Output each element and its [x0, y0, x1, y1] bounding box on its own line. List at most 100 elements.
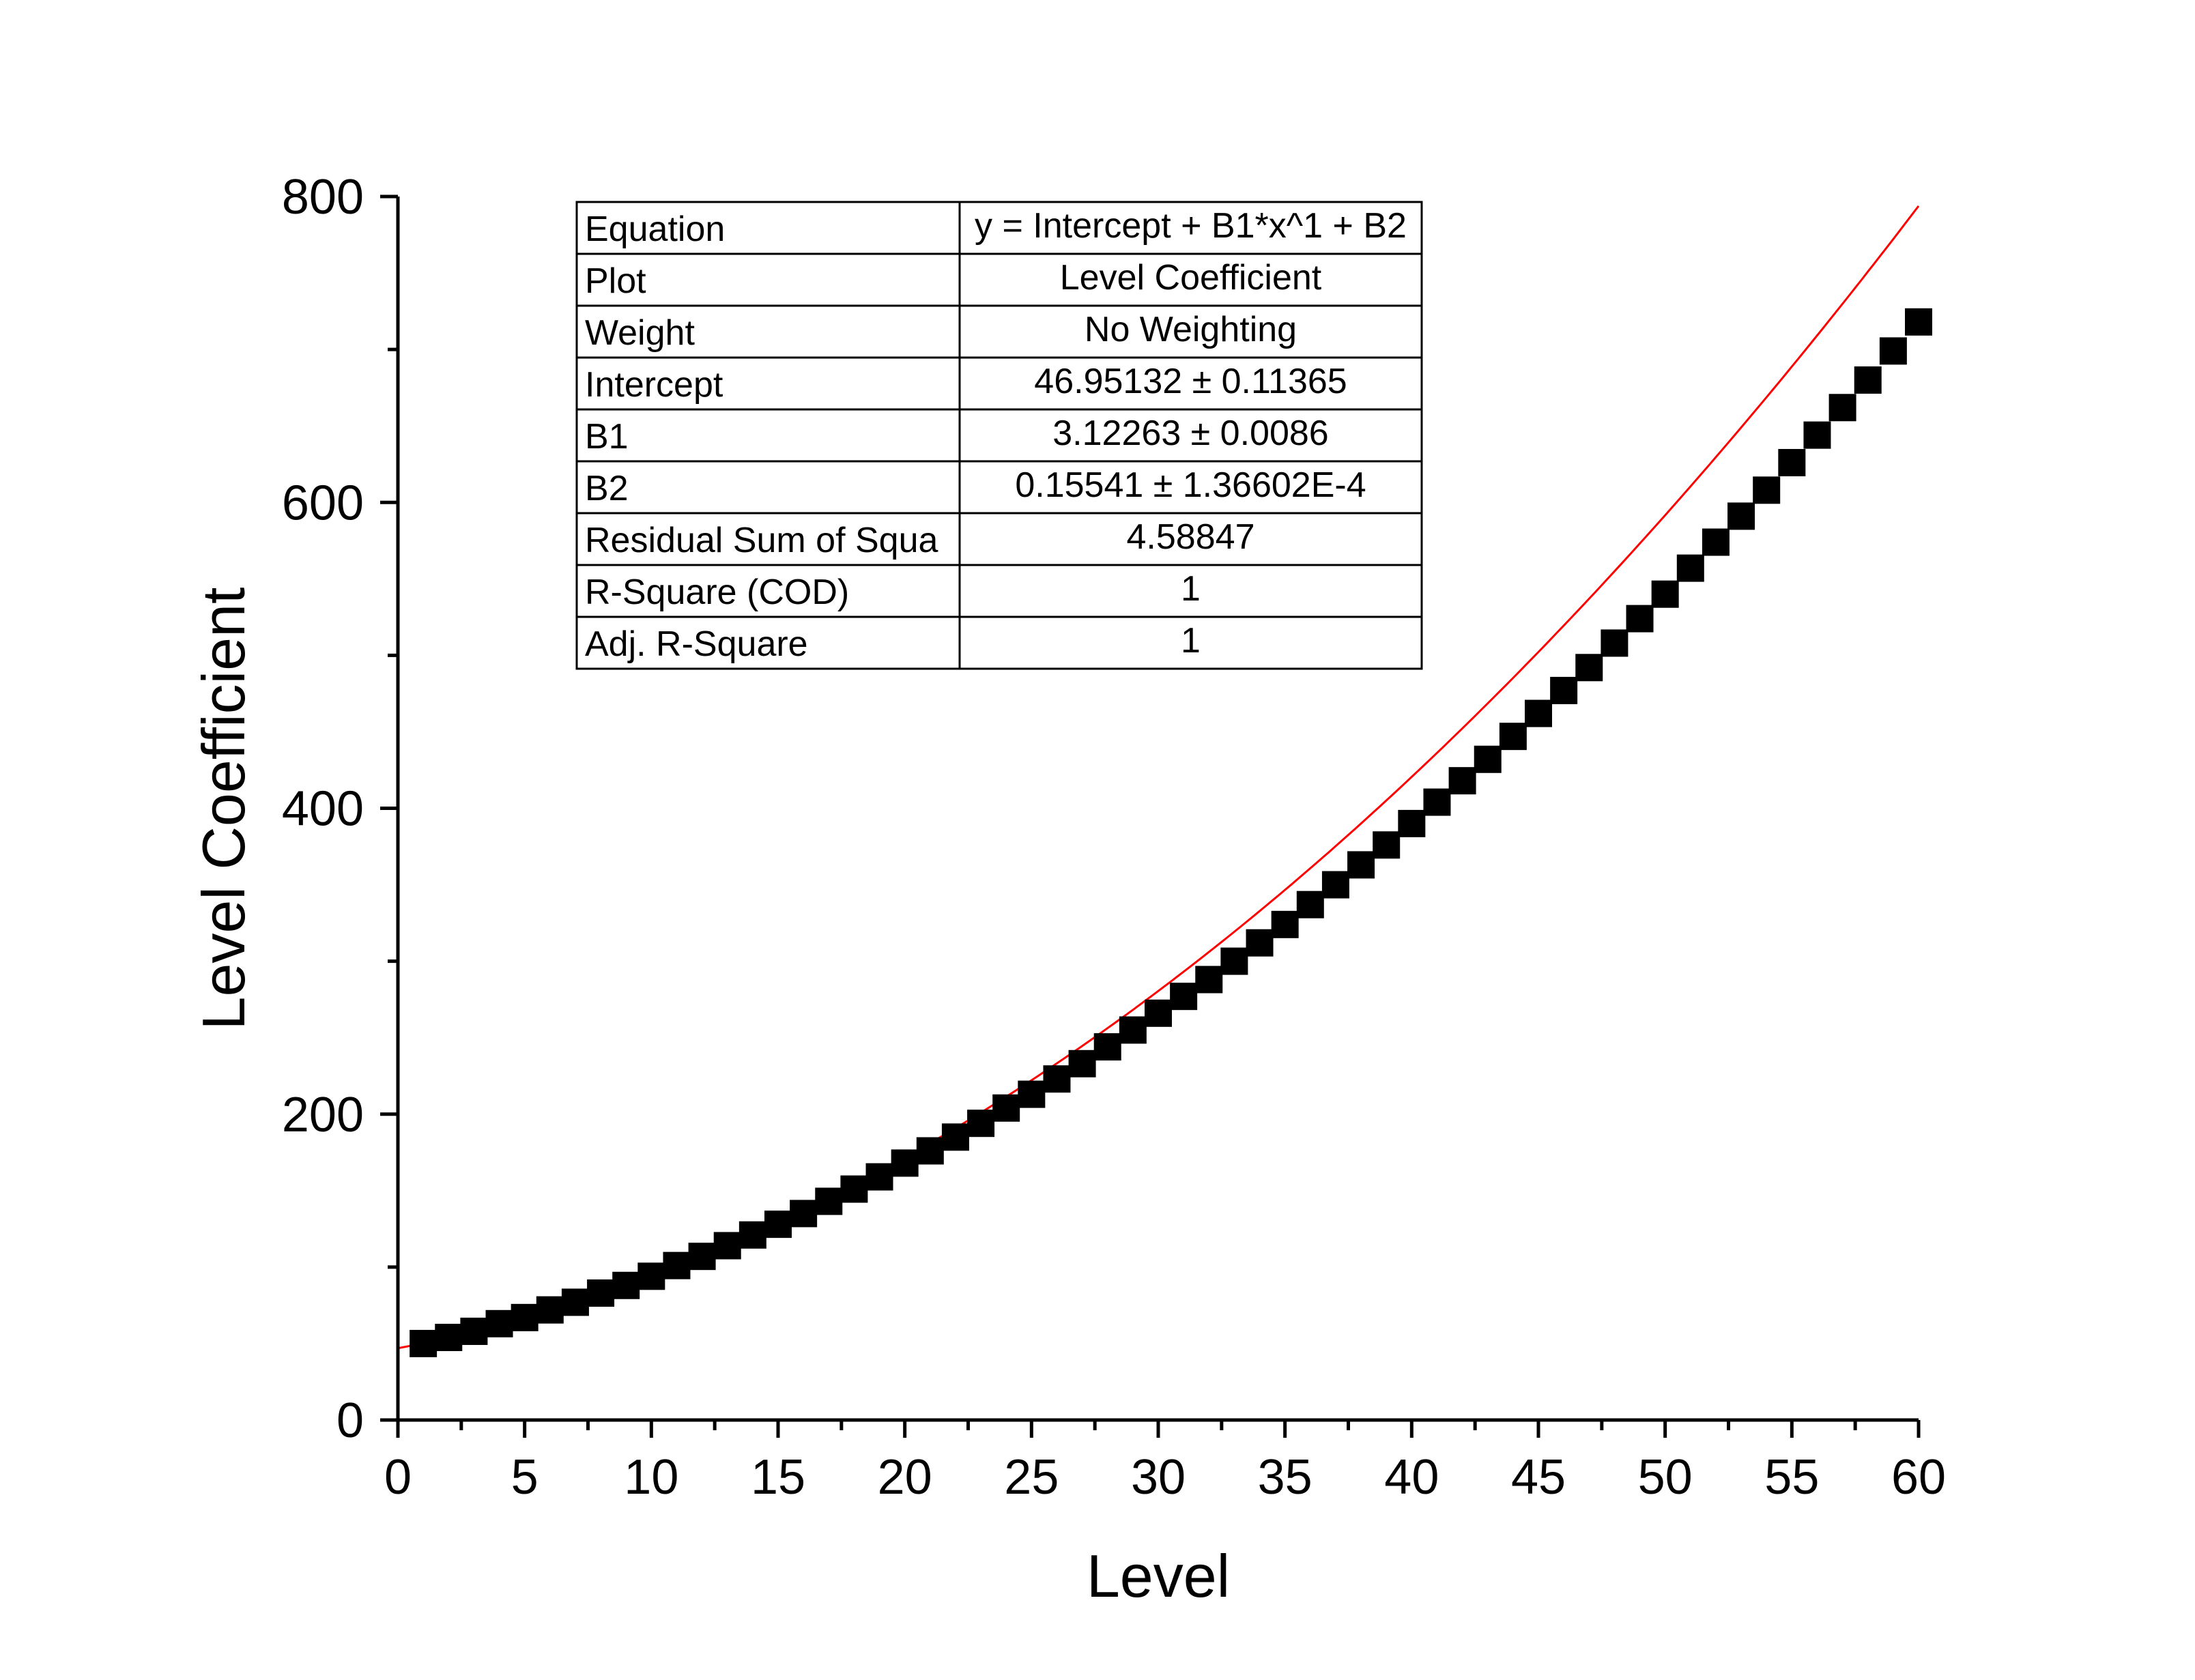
- x-tick-label: 20: [878, 1450, 932, 1505]
- data-point: [1474, 745, 1502, 773]
- data-point: [992, 1094, 1020, 1122]
- table-label-cell: Weight: [585, 313, 695, 353]
- data-point: [916, 1137, 944, 1165]
- data-point: [561, 1288, 589, 1316]
- data-point: [511, 1303, 539, 1331]
- table-value-cell: Level Coefficient: [1060, 258, 1322, 298]
- data-point: [815, 1187, 843, 1215]
- data-point: [1702, 528, 1730, 556]
- data-point: [790, 1200, 818, 1228]
- data-point: [1170, 983, 1198, 1011]
- table-value-cell: No Weighting: [1085, 310, 1297, 349]
- data-point: [1727, 502, 1755, 530]
- x-tick-label: 35: [1258, 1450, 1312, 1505]
- data-point: [1018, 1080, 1046, 1108]
- data-point: [1778, 448, 1806, 476]
- data-points-layer: [410, 308, 1932, 1357]
- data-point: [1575, 654, 1603, 682]
- y-tick-label: 600: [282, 476, 364, 530]
- data-point: [891, 1149, 919, 1177]
- x-tick-label: 25: [1004, 1450, 1059, 1505]
- data-point: [485, 1309, 513, 1337]
- data-point: [1905, 308, 1932, 336]
- data-point: [941, 1123, 969, 1151]
- data-point: [1373, 831, 1401, 859]
- data-point: [764, 1211, 792, 1239]
- data-point: [1854, 366, 1882, 394]
- data-point: [1119, 1016, 1147, 1044]
- data-point: [1296, 890, 1324, 918]
- data-point: [1499, 723, 1527, 751]
- data-point: [1626, 605, 1654, 633]
- y-tick-label: 200: [282, 1088, 364, 1142]
- x-tick-label: 50: [1638, 1450, 1693, 1505]
- data-point: [460, 1318, 488, 1346]
- y-tick-label: 0: [336, 1393, 364, 1448]
- data-point: [637, 1262, 665, 1290]
- data-point: [536, 1296, 564, 1324]
- y-tick-label: 400: [282, 782, 364, 837]
- table-value-cell: y = Intercept + B1*x^1 + B2: [975, 206, 1407, 246]
- x-tick-label: 40: [1384, 1450, 1439, 1505]
- data-point: [1398, 809, 1426, 837]
- data-point: [1043, 1065, 1071, 1093]
- x-tick-label: 5: [511, 1450, 539, 1505]
- table-label-cell: Intercept: [585, 365, 723, 405]
- data-point: [840, 1175, 868, 1203]
- data-point: [1550, 676, 1578, 704]
- y-tick-label: 800: [282, 170, 364, 225]
- data-point: [1879, 337, 1907, 365]
- data-point: [1321, 871, 1349, 899]
- table-label-cell: Adj. R-Square: [585, 624, 808, 664]
- data-point: [587, 1279, 615, 1307]
- x-tick-label: 55: [1764, 1450, 1819, 1505]
- data-point: [1145, 999, 1172, 1027]
- data-point: [1828, 394, 1856, 422]
- x-tick-label: 10: [624, 1450, 678, 1505]
- data-point: [1448, 767, 1476, 795]
- data-point: [1753, 476, 1781, 504]
- data-point: [435, 1323, 463, 1351]
- x-axis-title: Level: [1087, 1542, 1230, 1610]
- data-point: [865, 1163, 893, 1191]
- data-point: [713, 1232, 741, 1260]
- data-point: [967, 1110, 995, 1138]
- y-ticks: 0 200 400 600 800: [282, 170, 398, 1448]
- table-label-cell: B1: [585, 417, 629, 457]
- x-tick-label: 15: [751, 1450, 805, 1505]
- x-ticks: 0 5 10 15 20 25 30 35 40 45 50 55 60: [384, 1420, 1946, 1505]
- data-point: [1271, 910, 1299, 938]
- data-point: [1525, 699, 1552, 727]
- table-value-cell: 46.95132 ± 0.11365: [1034, 362, 1347, 401]
- table-value-cell: 3.12263 ± 0.0086: [1052, 414, 1328, 453]
- data-point: [738, 1221, 766, 1249]
- data-point: [1601, 629, 1629, 657]
- fit-results-table: Equation y = Intercept + B1*x^1 + B2 Plot L…: [575, 201, 1423, 670]
- data-point: [688, 1243, 716, 1271]
- table-label-cell: R-Square (COD): [585, 573, 849, 612]
- x-tick-label: 30: [1131, 1450, 1186, 1505]
- table-value-cell: 0.15541 ± 1.36602E-4: [1015, 465, 1366, 505]
- table-label-cell: Equation: [585, 209, 725, 249]
- x-tick-label: 45: [1511, 1450, 1566, 1505]
- data-point: [1068, 1049, 1096, 1077]
- data-point: [612, 1271, 640, 1299]
- data-point: [1423, 788, 1451, 816]
- table-value-cell: 1: [1181, 621, 1201, 661]
- table-label-cell: Plot: [585, 261, 646, 301]
- table-value-cell: 1: [1181, 569, 1201, 609]
- data-point: [663, 1251, 691, 1279]
- table-value-cell: 4.58847: [1127, 517, 1255, 557]
- table-border: [575, 201, 1423, 670]
- data-point: [1347, 851, 1375, 879]
- y-axis-title: Level Coefficient: [190, 588, 257, 1030]
- data-point: [1651, 580, 1679, 608]
- data-point: [1803, 421, 1831, 449]
- table-label-cell: Residual Sum of Squa: [585, 521, 938, 560]
- data-point: [1220, 947, 1248, 975]
- data-point: [1676, 554, 1704, 582]
- data-point: [410, 1329, 437, 1357]
- data-point: [1093, 1033, 1121, 1061]
- data-point: [1195, 966, 1223, 994]
